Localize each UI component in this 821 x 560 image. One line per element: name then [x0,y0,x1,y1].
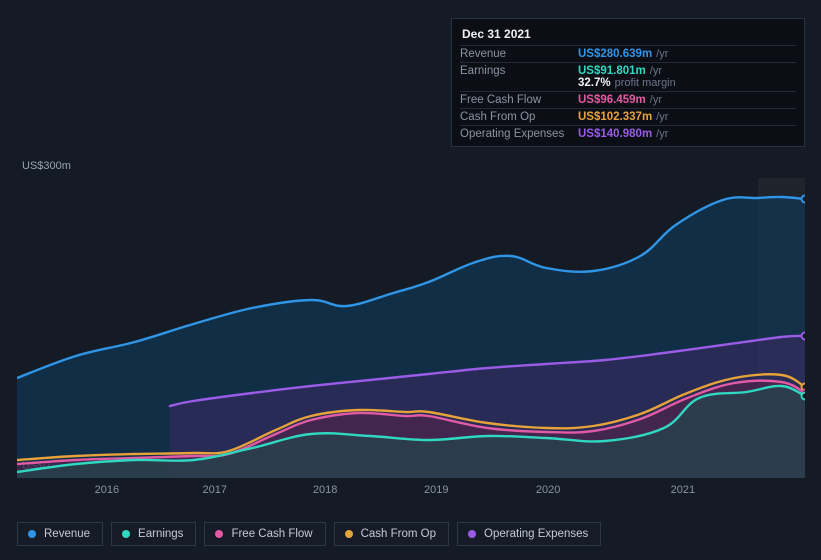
legend-item[interactable]: Cash From Op [334,522,449,546]
x-axis-tick: 2019 [424,484,448,496]
tooltip-row-label: Cash From Op [460,111,578,123]
legend-swatch [28,530,36,538]
legend-item[interactable]: Free Cash Flow [204,522,325,546]
tooltip-row: RevenueUS$280.639m/yr [460,45,796,62]
legend-label: Free Cash Flow [231,528,312,540]
tooltip-row-suffix: /yr [652,111,668,123]
chart-plot-area [17,178,805,478]
tooltip-profit-margin-label: profit margin [611,77,676,89]
legend-swatch [468,530,476,538]
tooltip-row-label: Operating Expenses [460,128,578,140]
x-axis: 2016 2017 2018 2019 2020 2021 [17,484,805,502]
tooltip-date: Dec 31 2021 [460,25,796,45]
legend-label: Revenue [44,528,90,540]
tooltip-card: Dec 31 2021 RevenueUS$280.639m/yr Earning… [451,18,805,147]
tooltip-row-value: US$102.337m [578,111,652,123]
legend-item[interactable]: Earnings [111,522,196,546]
y-axis-label-top: US$300m [22,160,71,172]
legend-label: Earnings [138,528,183,540]
legend: Revenue Earnings Free Cash Flow Cash From O… [17,522,609,546]
tooltip-row: Cash From OpUS$102.337m/yr [460,108,796,125]
legend-item[interactable]: Revenue [17,522,103,546]
tooltip-row-label: Revenue [460,48,578,60]
x-axis-tick: 2017 [203,484,227,496]
x-axis-tick: 2018 [313,484,337,496]
tooltip-row: Operating ExpensesUS$140.980m/yr [460,125,796,142]
legend-item[interactable]: Operating Expenses [457,522,601,546]
tooltip-row-value: US$96.459m [578,94,646,106]
tooltip-row-suffix: /yr [646,65,662,77]
series-end-marker [802,333,806,340]
legend-swatch [122,530,130,538]
x-axis-tick: 2016 [95,484,119,496]
tooltip-row-value: US$280.639m [578,48,652,60]
tooltip-row-suffix: /yr [652,128,668,140]
x-axis-tick: 2021 [671,484,695,496]
tooltip-row: Free Cash FlowUS$96.459m/yr [460,91,796,108]
tooltip-row-suffix: /yr [652,48,668,60]
legend-label: Operating Expenses [484,528,588,540]
tooltip-row-suffix: /yr [646,94,662,106]
series-end-marker [802,196,806,203]
tooltip-row-label: Free Cash Flow [460,94,578,106]
series-end-marker [802,393,806,400]
tooltip-profit-margin-pct: 32.7% [578,77,611,89]
tooltip-profit-margin: 32.7%profit margin [460,77,796,91]
legend-swatch [345,530,353,538]
x-axis-tick: 2020 [536,484,560,496]
legend-label: Cash From Op [361,528,436,540]
tooltip-row-value: US$91.801m [578,65,646,77]
tooltip-row-value: US$140.980m [578,128,652,140]
line-area-chart [17,178,805,478]
tooltip-row-label: Earnings [460,65,578,77]
legend-swatch [215,530,223,538]
